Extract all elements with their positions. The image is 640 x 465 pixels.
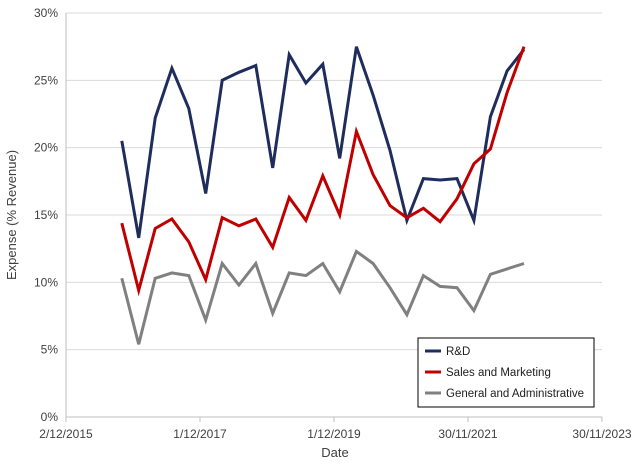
legend-box xyxy=(417,337,595,408)
x-axis-tick-labels: 2/12/2015 1/12/2017 1/12/2019 30/11/2021 30/… xyxy=(39,427,632,441)
y-tick-label: 30% xyxy=(34,6,58,20)
x-tick-label: 2/12/2015 xyxy=(39,427,93,441)
series-line-2 xyxy=(120,249,525,345)
y-tick-label: 0% xyxy=(41,410,59,424)
series-lines xyxy=(120,46,526,345)
y-tick-label: 10% xyxy=(34,275,58,289)
series-line-1 xyxy=(120,46,526,297)
y-axis-tick-labels: 0% 5% 10% 15% 20% 25% 30% xyxy=(34,6,58,424)
y-axis-title: Expense (% Revenue) xyxy=(4,150,19,280)
y-tick-label: 20% xyxy=(34,141,58,155)
x-tick-label: 1/12/2019 xyxy=(307,427,361,441)
y-tick-label: 5% xyxy=(41,343,59,357)
y-tick-label: 25% xyxy=(34,73,58,87)
x-tick-label: 30/11/2023 xyxy=(572,427,631,441)
y-tick-label: 15% xyxy=(34,208,58,222)
x-axis-title: Date xyxy=(321,445,348,460)
legend-label: R&D xyxy=(446,346,470,358)
legend: R&D Sales and Marketing General and Admini… xyxy=(417,337,595,408)
series-line-0 xyxy=(120,46,526,239)
legend-label: Sales and Marketing xyxy=(446,367,551,379)
x-tick-label: 1/12/2017 xyxy=(173,427,227,441)
axes xyxy=(65,13,603,422)
legend-label: General and Administrative xyxy=(446,388,584,400)
x-tick-label: 30/11/2021 xyxy=(438,427,497,441)
